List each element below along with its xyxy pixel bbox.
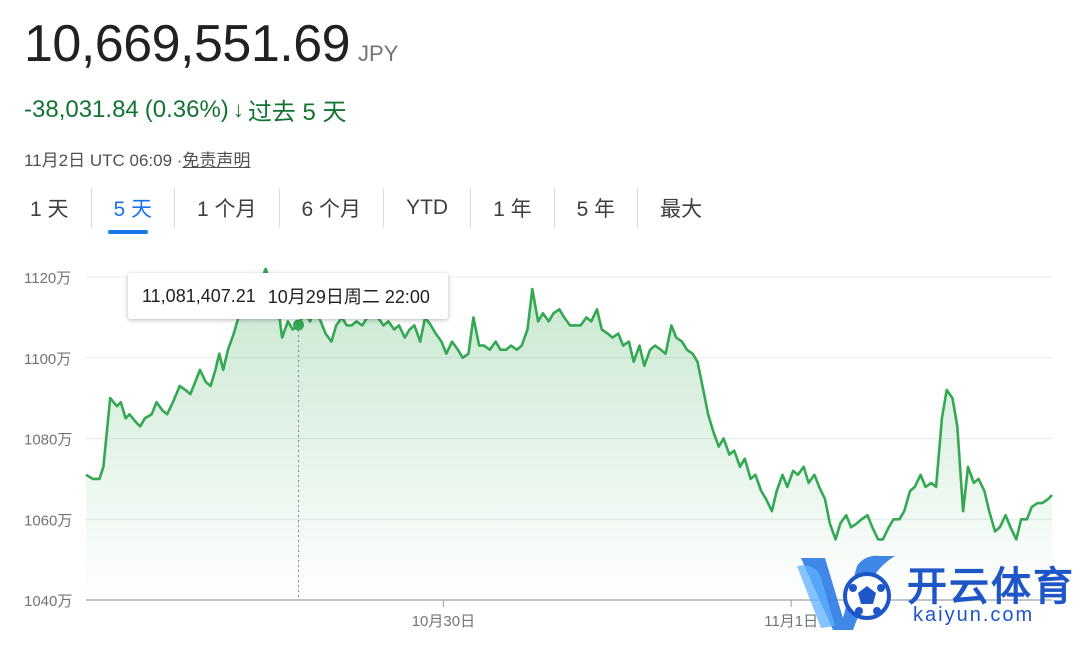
hover-point bbox=[293, 319, 305, 331]
watermark-text-en: kaiyun.com bbox=[913, 604, 1035, 626]
tab-6m[interactable]: 6 个月 bbox=[280, 188, 385, 228]
range-tabs: 1 天 5 天 1 个月 6 个月 YTD 1 年 5 年 最大 bbox=[0, 186, 724, 234]
x-tick-label: 11月1日 bbox=[764, 613, 818, 630]
tooltip-value: 11,081,407.21 bbox=[142, 285, 256, 306]
tab-5y[interactable]: 5 年 bbox=[555, 188, 639, 228]
current-price: 10,669,551.69 bbox=[24, 15, 351, 73]
timestamp: 11月2日 UTC 06:09 · bbox=[24, 151, 183, 170]
change-value: -38,031.84 bbox=[24, 95, 139, 123]
price-area-fill bbox=[86, 268, 1052, 600]
tab-ytd[interactable]: YTD bbox=[384, 188, 472, 228]
chart-tooltip: 11,081,407.21 10月29日周二 22:00 bbox=[128, 273, 448, 319]
tab-5d[interactable]: 5 天 bbox=[92, 188, 176, 234]
y-tick-label: 1060万 bbox=[24, 512, 72, 529]
price-header: 10,669,551.69 JPY bbox=[24, 14, 398, 74]
y-tick-label: 1040万 bbox=[24, 593, 72, 610]
disclaimer-link[interactable]: 免责声明 bbox=[182, 151, 251, 170]
tab-1m[interactable]: 1 个月 bbox=[175, 188, 280, 228]
change-row: -38,031.84 (0.36%) ↓ 过去 5 天 bbox=[24, 92, 347, 127]
currency-label: JPY bbox=[358, 41, 399, 66]
arrow-down-icon: ↓ bbox=[232, 96, 244, 122]
tab-1d[interactable]: 1 天 bbox=[0, 188, 92, 228]
tooltip-time: 10月29日周二 22:00 bbox=[267, 287, 430, 307]
y-tick-label: 1080万 bbox=[24, 432, 72, 449]
kaiyun-watermark-logo: 开云体育 kaiyun.com bbox=[795, 548, 1075, 638]
y-tick-label: 1120万 bbox=[24, 270, 71, 287]
meta-row: 11月2日 UTC 06:09 · 免责声明 bbox=[24, 146, 250, 171]
tab-1y[interactable]: 1 年 bbox=[471, 188, 555, 228]
tab-max[interactable]: 最大 bbox=[660, 198, 703, 221]
change-period: 过去 5 天 bbox=[247, 99, 347, 126]
change-percent: (0.36%) bbox=[144, 95, 229, 123]
y-tick-label: 1100万 bbox=[24, 351, 71, 368]
watermark-text-cn: 开云体育 bbox=[907, 565, 1075, 609]
x-tick-label: 10月30日 bbox=[412, 613, 475, 630]
soccer-ball-logo-icon bbox=[797, 555, 895, 630]
